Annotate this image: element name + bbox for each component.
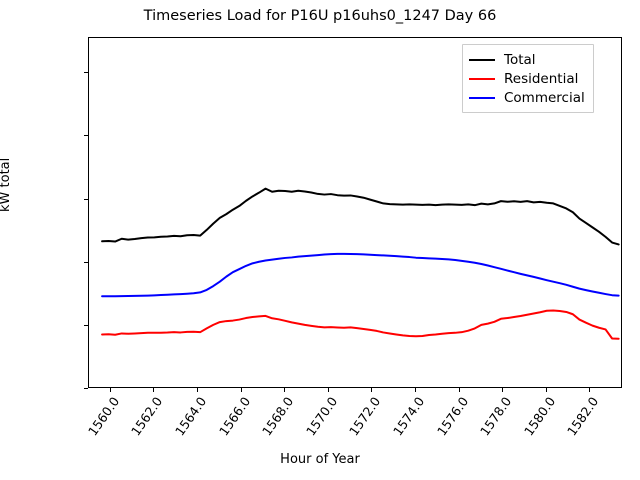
y-axis-label: kW total bbox=[0, 157, 13, 212]
legend-item: Commercial bbox=[469, 88, 585, 107]
x-tick-mark bbox=[327, 388, 329, 392]
x-tick-mark bbox=[109, 388, 111, 392]
chart-title: Timeseries Load for P16U p16uhs0_1247 Da… bbox=[143, 8, 497, 24]
legend-swatch bbox=[469, 77, 495, 80]
y-tick-mark bbox=[84, 72, 88, 74]
legend-item: Residential bbox=[469, 69, 585, 88]
y-tick-mark bbox=[84, 135, 88, 137]
y-tick-mark bbox=[84, 324, 88, 326]
y-tick-mark bbox=[84, 198, 88, 200]
x-tick-label: 1562.0 bbox=[128, 394, 166, 439]
legend-swatch bbox=[469, 96, 495, 99]
x-tick-label: 1578.0 bbox=[477, 394, 515, 439]
x-tick-label: 1580.0 bbox=[520, 394, 558, 439]
x-tick-label: 1564.0 bbox=[171, 394, 210, 439]
x-tick-mark bbox=[284, 388, 286, 392]
x-tick-label: 1560.0 bbox=[84, 394, 123, 439]
x-tick-label: 1568.0 bbox=[259, 394, 297, 439]
x-tick-mark bbox=[153, 388, 155, 392]
x-axis-label: Hour of Year bbox=[280, 452, 360, 467]
legend-label: Commercial bbox=[504, 89, 585, 106]
series-line-total bbox=[101, 187, 620, 246]
x-tick-mark bbox=[502, 388, 504, 392]
legend-label: Residential bbox=[504, 70, 579, 87]
x-tick-label: 1574.0 bbox=[389, 394, 428, 439]
x-tick-mark bbox=[371, 388, 373, 392]
x-tick-label: 1576.0 bbox=[433, 394, 471, 439]
chart-legend: Total Residential Commercial bbox=[462, 44, 594, 113]
legend-swatch bbox=[469, 58, 495, 61]
legend-item: Total bbox=[469, 50, 585, 69]
x-tick-mark bbox=[589, 388, 591, 392]
series-line-residential bbox=[101, 309, 620, 340]
x-tick-mark bbox=[414, 388, 416, 392]
series-lines bbox=[101, 187, 620, 340]
x-tick-label: 1572.0 bbox=[346, 394, 384, 439]
x-tick-mark bbox=[545, 388, 547, 392]
x-tick-mark bbox=[458, 388, 460, 392]
x-tick-label: 1582.0 bbox=[564, 394, 602, 439]
x-tick-label: 1566.0 bbox=[215, 394, 253, 439]
legend-label: Total bbox=[504, 51, 536, 68]
x-tick-mark bbox=[240, 388, 242, 392]
x-tick-mark bbox=[196, 388, 198, 392]
y-tick-mark bbox=[84, 261, 88, 263]
series-line-commercial bbox=[101, 252, 620, 298]
x-tick-label: 1570.0 bbox=[302, 394, 341, 439]
y-tick-mark bbox=[84, 388, 88, 389]
